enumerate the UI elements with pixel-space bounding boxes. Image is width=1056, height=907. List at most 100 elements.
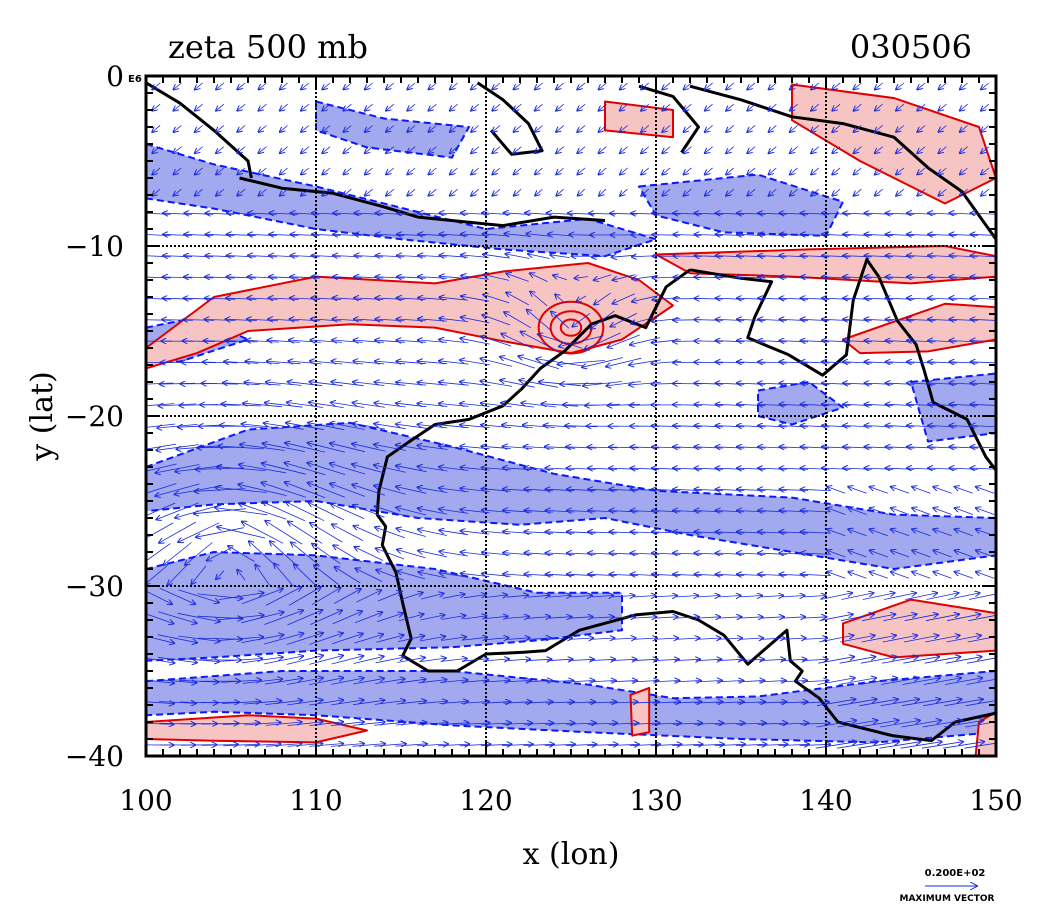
wind-vector — [204, 341, 237, 342]
wind-vector — [577, 125, 586, 132]
y-tick-label: 0 — [106, 60, 124, 93]
wind-vector — [739, 638, 763, 639]
wind-vector — [331, 656, 364, 665]
wind-vector — [504, 680, 531, 682]
map-title: zeta 500 mb — [168, 28, 368, 66]
wind-vector — [310, 382, 343, 387]
wind-vector — [820, 593, 852, 600]
wind-vector — [612, 617, 635, 618]
wind-vector — [168, 564, 188, 585]
wind-vector — [429, 188, 437, 196]
wind-vector — [735, 744, 767, 745]
wind-vector — [769, 167, 777, 175]
wind-vector — [216, 103, 225, 111]
wind-vector — [407, 188, 416, 196]
wind-vector — [599, 125, 607, 132]
wind-vector — [450, 146, 458, 154]
vector-legend-magnitude: 0.200E+02 — [925, 868, 986, 879]
wind-vector — [790, 167, 798, 175]
wind-vector — [521, 332, 557, 352]
wind-vector — [294, 564, 317, 586]
wind-vector — [523, 744, 554, 745]
coastline — [146, 81, 253, 179]
wind-vector — [450, 82, 458, 89]
wind-vector — [471, 146, 480, 154]
wind-vector — [352, 722, 385, 726]
wind-vector — [237, 188, 246, 196]
wind-vector — [631, 681, 659, 682]
wind-vector — [177, 612, 220, 621]
wind-vector — [463, 616, 486, 619]
wind-vector — [312, 544, 341, 565]
wind-vector — [159, 404, 197, 406]
wind-vector — [483, 638, 508, 640]
wind-vector — [183, 341, 215, 342]
wind-vector — [285, 463, 326, 476]
wind-vector — [779, 702, 808, 703]
wind-vector — [705, 146, 713, 154]
wind-vector — [589, 681, 616, 682]
wind-vector — [418, 529, 448, 536]
wind-vector — [757, 723, 787, 724]
wind-vector — [673, 702, 702, 703]
wind-vector — [146, 483, 177, 494]
wind-vector — [450, 125, 458, 132]
wind-vector — [504, 312, 532, 329]
wind-vector — [418, 487, 448, 493]
wind-vector — [330, 722, 364, 726]
wind-vector — [178, 589, 219, 603]
wind-vector — [395, 744, 427, 746]
wind-vector — [460, 723, 490, 725]
wind-vector — [719, 596, 741, 597]
wind-vector — [582, 357, 623, 368]
wind-vector — [672, 744, 703, 745]
wind-vector — [695, 659, 721, 660]
wind-vector — [705, 188, 713, 196]
wind-vector — [514, 125, 522, 132]
wind-vector — [217, 527, 266, 539]
wind-vector — [268, 340, 300, 342]
wind-vector — [146, 522, 174, 539]
wind-vector — [259, 125, 267, 132]
wind-vector — [761, 596, 784, 597]
wind-vector — [158, 679, 197, 683]
wind-vector — [514, 188, 522, 195]
wind-vector — [333, 545, 362, 563]
wind-vector — [674, 681, 701, 682]
wind-vector — [492, 125, 501, 132]
wind-vector — [263, 502, 306, 522]
vortex-contour — [559, 318, 583, 337]
wind-vector — [827, 508, 846, 515]
wind-vector — [551, 312, 570, 329]
wind-vector — [146, 723, 174, 724]
wind-vector — [288, 522, 323, 544]
wind-vector — [538, 334, 583, 349]
wind-vector — [354, 634, 383, 644]
wind-vector — [599, 146, 607, 154]
wind-vector — [311, 588, 341, 606]
wind-vector — [620, 82, 628, 90]
x-tick-label: 120 — [459, 784, 512, 817]
wind-vector — [461, 276, 489, 280]
wind-vector — [576, 295, 587, 301]
wind-vector — [811, 82, 820, 90]
wind-vector — [280, 167, 288, 174]
wind-vector — [714, 744, 746, 745]
y-tick-label: −30 — [65, 570, 124, 603]
wind-vector — [344, 167, 352, 174]
wind-vector — [377, 591, 402, 602]
wind-vector — [769, 125, 777, 132]
wind-vector — [344, 125, 352, 132]
wind-vector — [747, 125, 756, 132]
wind-vector — [530, 273, 548, 282]
wind-vector — [739, 617, 763, 618]
coastline — [689, 258, 996, 472]
wind-vector — [375, 527, 405, 539]
wind-vector — [242, 522, 284, 544]
wind-vector — [224, 362, 259, 364]
wind-vector — [450, 167, 458, 174]
wind-vector — [301, 167, 310, 174]
wind-vector — [386, 188, 395, 196]
wind-vector — [611, 638, 636, 639]
wind-vector — [565, 426, 598, 427]
